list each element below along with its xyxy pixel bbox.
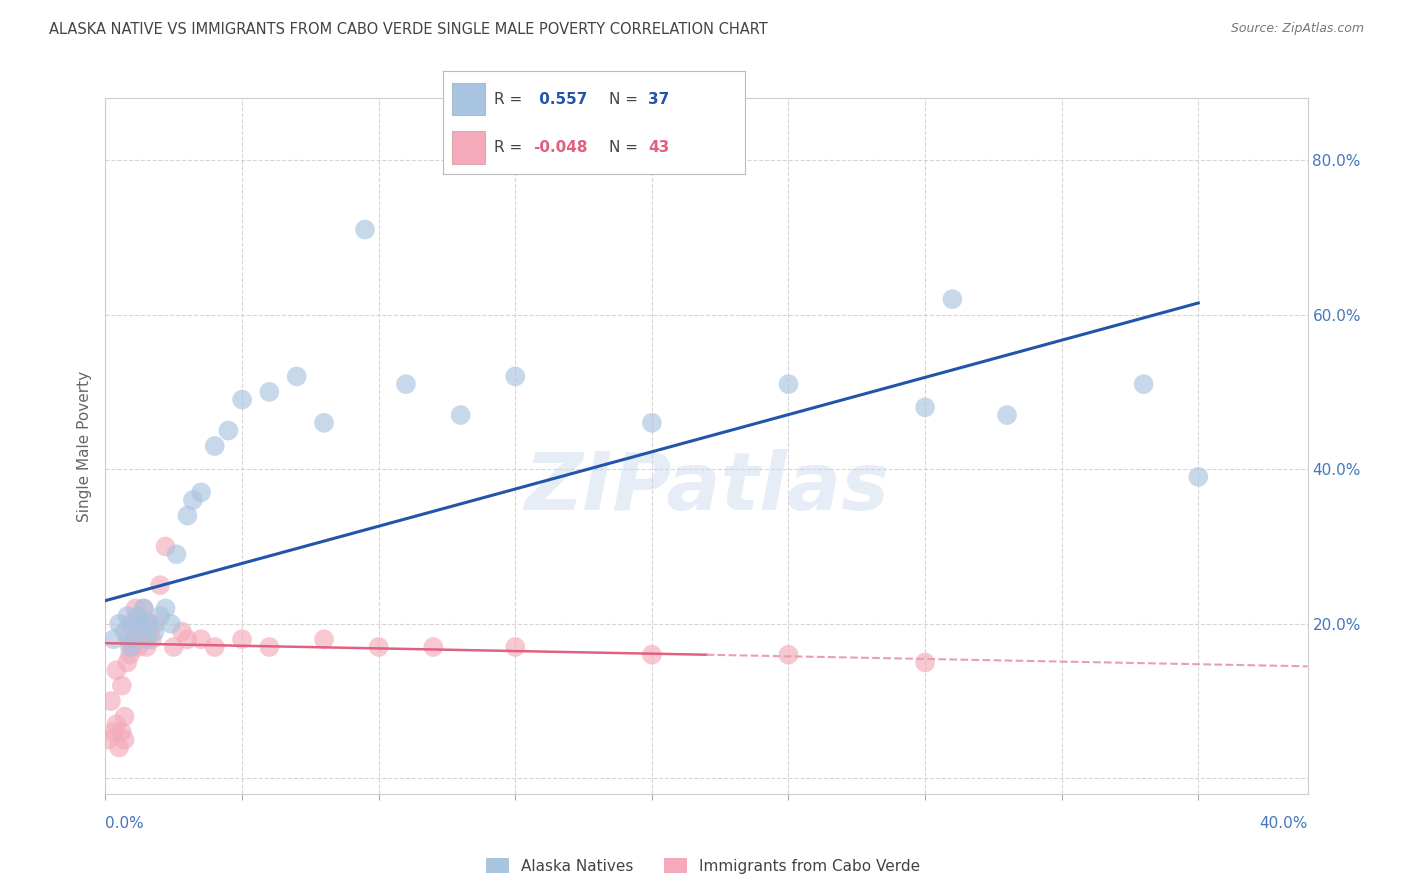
Text: 37: 37 (648, 92, 669, 106)
Point (231, 632, 253, 647)
Point (127, 609, 149, 624)
Point (129, 632, 152, 647)
Point (259, 640, 281, 654)
Point (97, 732, 120, 747)
Point (312, 416, 335, 430)
Point (135, 632, 157, 647)
Point (124, 601, 146, 615)
Point (121, 616, 143, 631)
Point (914, 401, 936, 415)
Point (132, 601, 155, 615)
Point (138, 624, 160, 639)
Point (1132, 377, 1154, 392)
Point (170, 624, 193, 639)
Point (160, 616, 183, 631)
Point (155, 601, 177, 615)
Point (108, 616, 131, 631)
Point (1187, 470, 1209, 484)
Point (155, 540, 177, 554)
Point (111, 679, 134, 693)
Point (118, 648, 141, 662)
Point (914, 656, 936, 670)
Point (117, 632, 139, 647)
Text: 0.557: 0.557 (534, 92, 586, 106)
Point (141, 632, 163, 647)
Point (129, 616, 152, 631)
Point (103, 632, 125, 647)
Point (114, 624, 136, 639)
Point (395, 377, 418, 392)
Point (103, 725, 125, 739)
Text: N =: N = (609, 140, 643, 155)
Point (108, 740, 131, 755)
Point (111, 725, 134, 739)
Point (124, 616, 146, 631)
Text: Source: ZipAtlas.com: Source: ZipAtlas.com (1230, 22, 1364, 36)
Point (127, 616, 149, 631)
Point (118, 640, 141, 654)
Point (778, 377, 800, 392)
Point (176, 632, 198, 647)
Point (995, 408, 1018, 422)
Point (641, 416, 664, 430)
Text: R =: R = (495, 140, 527, 155)
FancyBboxPatch shape (451, 83, 485, 115)
Point (149, 609, 172, 624)
Point (204, 439, 226, 453)
Point (181, 493, 204, 508)
Text: 43: 43 (648, 140, 669, 155)
Text: -0.048: -0.048 (534, 140, 588, 155)
Point (231, 392, 253, 407)
Point (143, 616, 166, 631)
Text: ZIPatlas: ZIPatlas (524, 449, 889, 527)
Point (121, 632, 143, 647)
Point (354, 222, 377, 236)
Point (450, 408, 472, 422)
Point (105, 663, 128, 677)
Point (941, 292, 963, 306)
Point (117, 609, 139, 624)
Text: 40.0%: 40.0% (1260, 816, 1308, 831)
Point (117, 656, 139, 670)
Point (132, 601, 155, 615)
Point (367, 640, 389, 654)
Point (114, 732, 136, 747)
Point (285, 369, 308, 384)
Point (100, 694, 122, 708)
Point (422, 640, 444, 654)
Point (118, 616, 141, 631)
Point (641, 648, 664, 662)
Point (312, 632, 335, 647)
Point (778, 648, 800, 662)
FancyBboxPatch shape (451, 131, 485, 163)
Point (105, 717, 128, 731)
Point (503, 640, 526, 654)
Text: N =: N = (609, 92, 643, 106)
Point (204, 640, 226, 654)
Point (503, 369, 526, 384)
Legend: Alaska Natives, Immigrants from Cabo Verde: Alaska Natives, Immigrants from Cabo Ver… (479, 852, 927, 880)
Point (135, 640, 157, 654)
Text: R =: R = (495, 92, 527, 106)
Text: 0.0%: 0.0% (105, 816, 145, 831)
Point (217, 424, 239, 438)
Point (121, 640, 143, 654)
Point (138, 616, 160, 631)
Point (114, 709, 136, 723)
Point (124, 632, 146, 647)
Point (190, 485, 212, 500)
Point (149, 578, 172, 592)
Point (259, 384, 281, 399)
Point (135, 616, 157, 631)
Point (166, 547, 188, 561)
Point (163, 640, 186, 654)
Point (127, 640, 149, 654)
Point (176, 508, 198, 523)
Point (190, 632, 212, 647)
Point (143, 624, 166, 639)
Y-axis label: Single Male Poverty: Single Male Poverty (77, 370, 93, 522)
Text: ALASKA NATIVE VS IMMIGRANTS FROM CABO VERDE SINGLE MALE POVERTY CORRELATION CHAR: ALASKA NATIVE VS IMMIGRANTS FROM CABO VE… (49, 22, 768, 37)
